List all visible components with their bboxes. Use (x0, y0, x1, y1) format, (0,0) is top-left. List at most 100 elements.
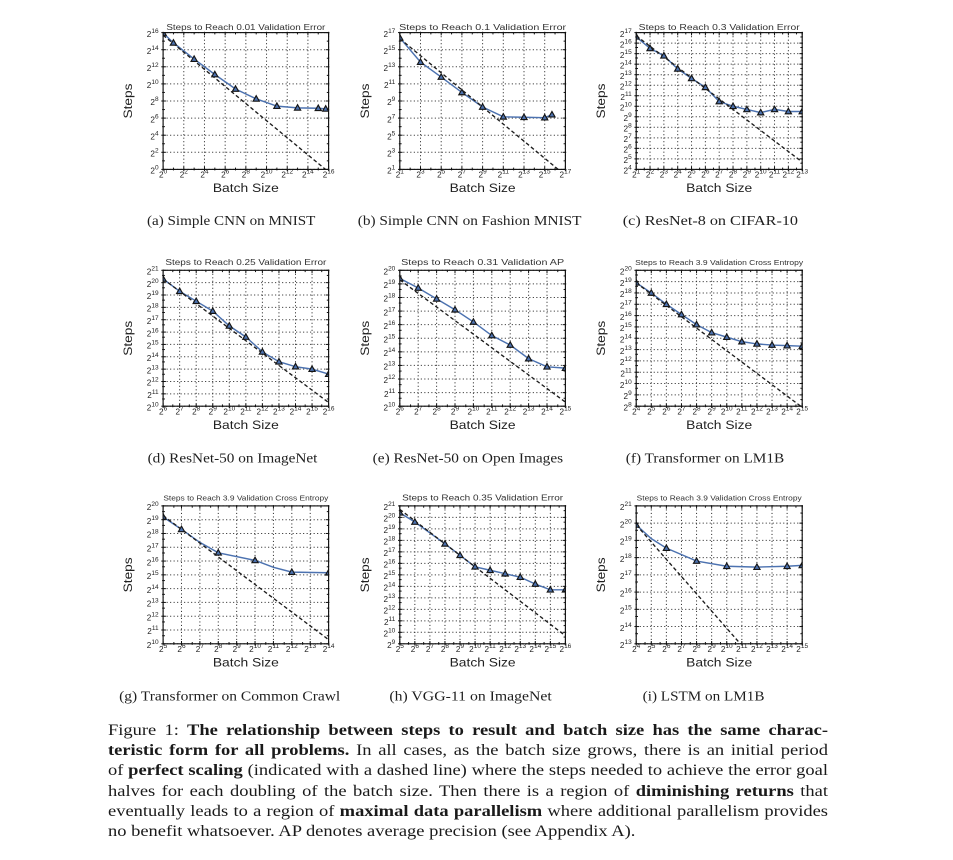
svg-text:220: 220 (147, 278, 159, 289)
svg-text:20: 20 (150, 165, 159, 176)
svg-text:213: 213 (147, 598, 159, 609)
svg-text:26: 26 (624, 144, 633, 155)
svg-text:27: 27 (715, 169, 724, 180)
svg-text:29: 29 (624, 112, 633, 123)
svg-text:23: 23 (660, 169, 669, 180)
svg-text:212: 212 (751, 406, 763, 417)
svg-text:215: 215 (620, 49, 632, 60)
svg-text:217: 217 (620, 299, 632, 310)
svg-text:215: 215 (620, 322, 632, 333)
svg-text:Steps: Steps (358, 84, 372, 119)
svg-text:218: 218 (620, 553, 632, 564)
svg-text:Steps to Reach 3.9 Validation: Steps to Reach 3.9 Validation Cross Entr… (637, 496, 803, 503)
svg-text:211: 211 (736, 406, 748, 417)
svg-text:210: 210 (147, 79, 159, 90)
svg-text:210: 210 (468, 406, 480, 417)
svg-text:29: 29 (387, 96, 396, 107)
svg-text:Batch Size: Batch Size (686, 181, 752, 195)
svg-text:216: 216 (147, 28, 159, 39)
svg-text:Steps: Steps (358, 557, 372, 592)
svg-text:29: 29 (708, 643, 717, 654)
svg-text:212: 212 (620, 80, 632, 91)
svg-text:25: 25 (159, 643, 168, 654)
svg-text:29: 29 (451, 406, 460, 417)
svg-text:Steps: Steps (594, 321, 608, 356)
svg-text:27: 27 (414, 406, 423, 417)
svg-text:Steps: Steps (358, 321, 372, 356)
svg-text:28: 28 (692, 643, 701, 654)
svg-text:212: 212 (751, 643, 763, 654)
svg-text:214: 214 (290, 406, 302, 417)
svg-text:212: 212 (384, 374, 396, 385)
svg-text:28: 28 (192, 406, 201, 417)
svg-text:212: 212 (147, 377, 159, 388)
svg-text:212: 212 (281, 169, 293, 180)
svg-text:Steps to Reach 0.3 Validation: Steps to Reach 0.3 Validation Error (639, 23, 800, 32)
svg-text:24: 24 (632, 406, 641, 417)
svg-text:(e) ResNet-50 on Open Images: (e) ResNet-50 on Open Images (373, 450, 563, 465)
svg-text:Steps: Steps (121, 84, 135, 119)
svg-text:214: 214 (620, 622, 632, 633)
svg-text:211: 211 (384, 388, 396, 399)
svg-text:213: 213 (384, 62, 396, 73)
svg-text:28: 28 (624, 401, 633, 412)
svg-text:212: 212 (257, 406, 269, 417)
svg-text:213: 213 (273, 406, 285, 417)
svg-text:25: 25 (624, 154, 633, 165)
svg-text:219: 219 (620, 536, 632, 547)
svg-text:27: 27 (677, 643, 686, 654)
svg-text:220: 220 (620, 518, 632, 529)
svg-text:215: 215 (796, 406, 808, 417)
svg-text:28: 28 (692, 406, 701, 417)
svg-text:214: 214 (147, 352, 159, 363)
svg-text:28: 28 (150, 96, 159, 107)
svg-text:21: 21 (396, 169, 405, 180)
svg-text:213: 213 (147, 364, 159, 375)
svg-text:213: 213 (523, 406, 535, 417)
svg-text:211: 211 (147, 625, 159, 636)
svg-text:Steps to Reach 0.1 Validation: Steps to Reach 0.1 Validation Error (399, 23, 566, 32)
svg-text:219: 219 (384, 524, 396, 535)
svg-text:29: 29 (387, 639, 396, 650)
svg-text:213: 213 (620, 345, 632, 356)
svg-text:218: 218 (620, 288, 632, 299)
svg-text:Batch Size: Batch Size (686, 418, 752, 432)
svg-text:Steps to Reach 3.9 Validation: Steps to Reach 3.9 Validation Cross Entr… (163, 496, 329, 503)
svg-text:210: 210 (721, 643, 733, 654)
svg-text:214: 214 (147, 45, 159, 56)
svg-text:212: 212 (286, 643, 298, 654)
svg-text:(i) LSTM on LM1B: (i) LSTM on LM1B (643, 688, 765, 703)
svg-text:215: 215 (147, 570, 159, 581)
svg-text:216: 216 (384, 320, 396, 331)
svg-text:211: 211 (769, 169, 781, 180)
svg-text:214: 214 (781, 643, 793, 654)
svg-text:29: 29 (743, 169, 752, 180)
svg-text:210: 210 (249, 643, 261, 654)
svg-text:(c) ResNet-8 on CIFAR-10: (c) ResNet-8 on CIFAR-10 (623, 213, 798, 228)
svg-text:217: 217 (147, 542, 159, 553)
svg-text:213: 213 (620, 639, 632, 650)
svg-text:214: 214 (384, 582, 396, 593)
svg-text:210: 210 (620, 379, 632, 390)
svg-text:29: 29 (624, 390, 633, 401)
svg-text:Batch Size: Batch Size (686, 655, 752, 669)
svg-text:211: 211 (484, 643, 496, 654)
svg-text:27: 27 (387, 113, 396, 124)
svg-text:213: 213 (514, 643, 526, 654)
svg-text:29: 29 (708, 406, 717, 417)
svg-text:210: 210 (261, 169, 273, 180)
svg-text:217: 217 (384, 28, 396, 39)
svg-text:216: 216 (147, 556, 159, 567)
svg-text:28: 28 (441, 643, 450, 654)
svg-text:213: 213 (766, 643, 778, 654)
svg-text:217: 217 (384, 547, 396, 558)
svg-text:25: 25 (687, 169, 696, 180)
svg-text:214: 214 (620, 333, 632, 344)
svg-text:25: 25 (437, 169, 446, 180)
svg-text:211: 211 (147, 389, 159, 400)
svg-text:216: 216 (620, 38, 632, 49)
svg-text:217: 217 (620, 570, 632, 581)
svg-text:28: 28 (433, 406, 442, 417)
svg-text:217: 217 (384, 306, 396, 317)
svg-text:25: 25 (647, 643, 656, 654)
